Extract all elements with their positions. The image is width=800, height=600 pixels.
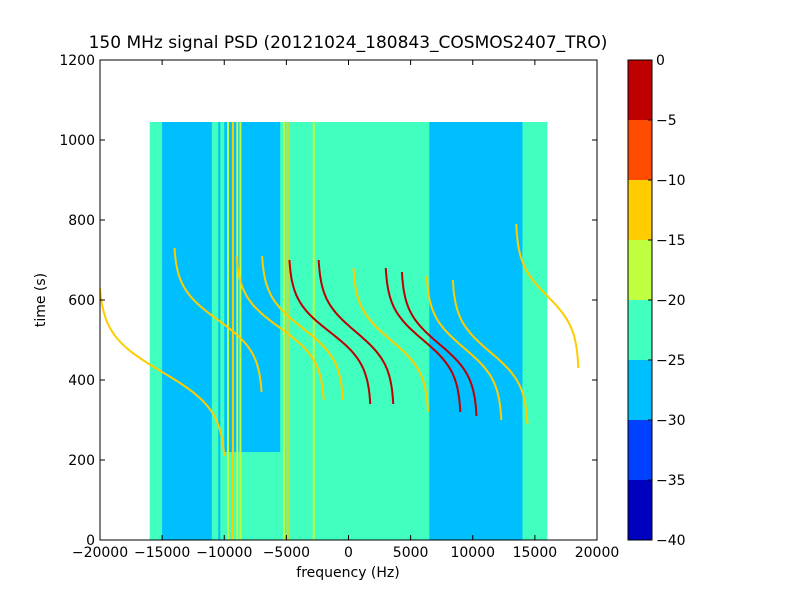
doppler-trace-1 xyxy=(173,247,263,393)
doppler-trace-10 xyxy=(451,279,529,425)
chart-title: 150 MHz signal PSD (20121024_180843_COSM… xyxy=(89,33,608,53)
colorbar-tick-label: −5 xyxy=(656,113,677,129)
colorbar-tick-label: −20 xyxy=(656,293,686,309)
colorbar-axis: −40 −35 −30 −25 −20 −15 −10 −5 0 xyxy=(648,53,686,549)
low-power-band-2 xyxy=(429,122,523,540)
colorbar-segment xyxy=(628,180,652,240)
colorbar-segment xyxy=(628,360,652,420)
x-tick-label: −20000 xyxy=(72,545,128,561)
y-tick-label: 400 xyxy=(68,373,95,389)
doppler-trace-3 xyxy=(261,255,344,401)
doppler-trace-6 xyxy=(352,267,429,413)
x-tick-label: 20000 xyxy=(575,545,620,561)
doppler-trace-5 xyxy=(317,259,395,405)
y-axis-label: time (s) xyxy=(33,273,49,327)
colorbar-segment xyxy=(628,480,652,540)
x-tick-label: −10000 xyxy=(196,545,252,561)
colorbar-tick-label: −25 xyxy=(656,353,686,369)
doppler-trace-9 xyxy=(425,275,503,421)
colorbar-segment xyxy=(628,60,652,120)
x-tick-label: −5000 xyxy=(263,545,310,561)
y-tick-label: 1200 xyxy=(59,53,95,69)
y-tick-label: 600 xyxy=(68,293,95,309)
colorbar-tick-label: −15 xyxy=(656,233,686,249)
y-tick-label: 0 xyxy=(86,533,95,549)
colorbar-tick-label: −40 xyxy=(656,533,686,549)
doppler-trace-11 xyxy=(515,223,580,369)
x-tick-label: 5000 xyxy=(393,545,429,561)
doppler-trace-8 xyxy=(400,271,478,417)
doppler-trace-0 xyxy=(100,287,226,457)
x-tick-label: −15000 xyxy=(134,545,190,561)
colorbar-segment xyxy=(628,240,652,300)
colorbar-tick-label: −35 xyxy=(656,473,686,489)
x-tick-label: 0 xyxy=(344,545,353,561)
doppler-trace-4 xyxy=(288,259,372,405)
doppler-trace-2 xyxy=(235,255,325,401)
y-axis: 0 200 400 600 800 1000 1200 xyxy=(59,53,597,549)
colorbar xyxy=(628,60,652,540)
x-axis-label: frequency (Hz) xyxy=(296,565,399,581)
y-tick-label: 200 xyxy=(68,453,95,469)
y-tick-label: 1000 xyxy=(59,133,95,149)
colorbar-tick-label: −30 xyxy=(656,413,686,429)
colorbar-tick-label: 0 xyxy=(656,53,665,69)
low-power-band-0 xyxy=(162,122,212,540)
y-tick-label: 800 xyxy=(68,213,95,229)
x-tick-label: 15000 xyxy=(513,545,558,561)
colorbar-segment xyxy=(628,420,652,480)
colorbar-tick-label: −10 xyxy=(656,173,686,189)
x-axis: −20000 −15000 −10000 −5000 0 5000 10000 15000 20… xyxy=(72,60,619,561)
colorbar-segment xyxy=(628,300,652,360)
colorbar-segment xyxy=(628,120,652,180)
heatmap-layer xyxy=(100,122,580,540)
doppler-trace-7 xyxy=(384,267,462,413)
x-tick-label: 10000 xyxy=(450,545,495,561)
